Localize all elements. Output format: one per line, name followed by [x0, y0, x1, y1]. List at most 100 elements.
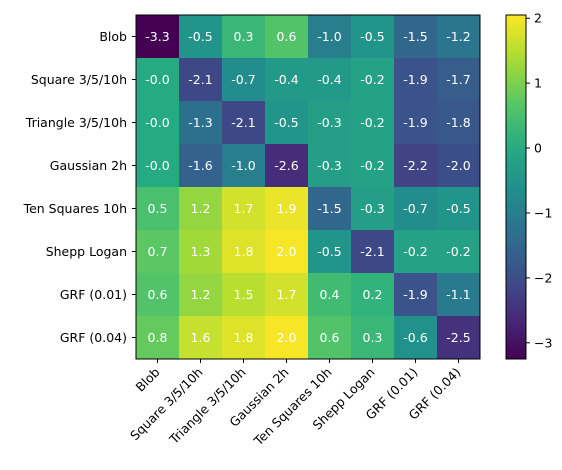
- cell-value-label: -1.7: [446, 72, 470, 87]
- heatmap-cell: [179, 230, 223, 274]
- cell-value-label: 2.0: [277, 244, 297, 259]
- heatmap-cell: [136, 15, 180, 59]
- heatmap-cell: [308, 187, 352, 231]
- heatmap-cell: [136, 273, 180, 317]
- cell-value-label: -2.0: [446, 158, 470, 173]
- cell-value-label: 0.3: [234, 29, 254, 44]
- y-tick-label: GRF (0.04): [60, 330, 127, 345]
- cell-value-label: 0.8: [148, 330, 168, 345]
- y-tick-label: Triangle 3/5/10h: [25, 115, 127, 130]
- cell-value-label: 0.6: [320, 330, 340, 345]
- cell-value-label: 1.8: [234, 330, 254, 345]
- x-tick-label: Square 3/5/10h: [127, 365, 206, 444]
- heatmap-cell: [394, 58, 438, 102]
- heatmap-cell: [136, 101, 180, 145]
- heatmap-cell: [351, 15, 395, 59]
- cell-value-label: -0.2: [360, 158, 384, 173]
- heatmap-cell: [394, 144, 438, 188]
- cell-value-label: 1.2: [191, 287, 211, 302]
- colorbar-tick-label: −2: [534, 270, 552, 285]
- heatmap-grid: -3.3 -0.5 0.3 0.6 -1.0 -0.5 -1.5 -1.2 -0.0 -2.1 -0…: [136, 15, 481, 360]
- y-tick-label: Ten Squares 10h: [23, 201, 127, 216]
- cell-value-label: -1.0: [231, 158, 255, 173]
- cell-value-label: -1.9: [403, 287, 427, 302]
- heatmap-cell: [351, 316, 395, 360]
- colorbar-tick-label: 2: [534, 11, 542, 26]
- cell-value-label: -1.6: [188, 158, 212, 173]
- heatmap-cell: [136, 316, 180, 360]
- heatmap-cell: [308, 230, 352, 274]
- y-tick-label: GRF (0.01): [60, 287, 127, 302]
- cell-value-label: 1.2: [191, 201, 211, 216]
- heatmap-cell: [222, 316, 266, 360]
- heatmap-cell: [179, 316, 223, 360]
- heatmap-cell: [394, 316, 438, 360]
- cell-value-label: 1.9: [277, 201, 297, 216]
- colorbar-tick-label: 1: [534, 76, 542, 91]
- cell-value-label: -0.7: [403, 201, 427, 216]
- heatmap-cell: [265, 316, 309, 360]
- cell-value-label: 1.6: [191, 330, 211, 345]
- heatmap-cell: [437, 101, 481, 145]
- cell-value-label: -0.0: [145, 158, 169, 173]
- cell-value-label: -0.6: [403, 330, 427, 345]
- heatmap-cell: [136, 187, 180, 231]
- heatmap-cell: [265, 144, 309, 188]
- y-tick-label: Shepp Logan: [46, 244, 127, 259]
- heatmap-cell: [437, 273, 481, 317]
- cell-value-label: 0.4: [320, 287, 340, 302]
- heatmap-cell: [437, 15, 481, 59]
- cell-value-label: -0.5: [446, 201, 470, 216]
- colorbar-tick-label: −1: [534, 205, 552, 220]
- colorbar-tick-label: −3: [534, 335, 552, 350]
- colorbar-tick-label: 0: [534, 141, 542, 156]
- heatmap-cell: [437, 316, 481, 360]
- heatmap-cell: [394, 15, 438, 59]
- cell-value-label: -1.5: [403, 29, 427, 44]
- cell-value-label: 1.7: [277, 287, 297, 302]
- heatmap-cell: [222, 144, 266, 188]
- cell-value-label: -0.0: [145, 115, 169, 130]
- heatmap-cell: [437, 230, 481, 274]
- heatmap-cell: [394, 101, 438, 145]
- cell-value-label: 2.0: [277, 330, 297, 345]
- heatmap-cell: [265, 273, 309, 317]
- heatmap-cell: [394, 273, 438, 317]
- cell-value-label: 0.2: [363, 287, 383, 302]
- cell-value-label: -1.9: [403, 115, 427, 130]
- cell-value-label: -1.3: [188, 115, 212, 130]
- heatmap-cell: [222, 15, 266, 59]
- heatmap-cell: [351, 58, 395, 102]
- cell-value-label: -2.6: [274, 158, 298, 173]
- cell-value-label: -0.3: [317, 115, 341, 130]
- x-tick-label: Blob: [132, 364, 162, 394]
- y-tick-label: Square 3/5/10h: [31, 72, 127, 87]
- cell-value-label: -0.3: [360, 201, 384, 216]
- cell-value-label: -1.8: [446, 115, 470, 130]
- cell-value-label: -0.2: [360, 72, 384, 87]
- heatmap-cell: [222, 101, 266, 145]
- heatmap-cell: [179, 101, 223, 145]
- cell-value-label: 1.8: [234, 244, 254, 259]
- cell-value-label: -1.1: [446, 287, 470, 302]
- cell-value-label: -0.2: [446, 244, 470, 259]
- cell-value-label: 0.5: [148, 201, 168, 216]
- cell-value-label: -2.5: [446, 330, 470, 345]
- cell-value-label: -0.5: [360, 29, 384, 44]
- colorbar-frame: [505, 14, 527, 360]
- cell-value-label: -2.1: [188, 72, 212, 87]
- heatmap-cell: [308, 101, 352, 145]
- cell-value-label: -0.5: [274, 115, 298, 130]
- heatmap-cell: [308, 316, 352, 360]
- cell-value-label: -2.2: [403, 158, 427, 173]
- cell-value-label: -3.3: [145, 29, 169, 44]
- colorbar-axis: 2 1 0 −1 −2 −3: [526, 11, 552, 350]
- cell-value-label: -0.4: [274, 72, 298, 87]
- heatmap-cell: [222, 58, 266, 102]
- cell-value-label: -0.7: [231, 72, 255, 87]
- heatmap-cell: [265, 101, 309, 145]
- heatmap-cell: [265, 58, 309, 102]
- cell-value-label: -0.2: [403, 244, 427, 259]
